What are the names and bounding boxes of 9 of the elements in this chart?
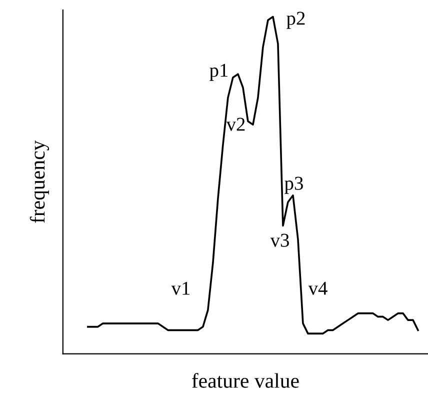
y-axis-title: frequency xyxy=(30,140,50,223)
annotation: p3 xyxy=(284,176,303,194)
annotation: v2 xyxy=(226,118,245,131)
annotation: v4 xyxy=(308,282,328,295)
x-axis-title: feature value xyxy=(192,372,299,388)
annotation: v3 xyxy=(270,234,289,247)
annotation: p1 xyxy=(210,64,228,81)
annotation: v1 xyxy=(171,282,190,295)
annotation: p2 xyxy=(286,12,305,29)
